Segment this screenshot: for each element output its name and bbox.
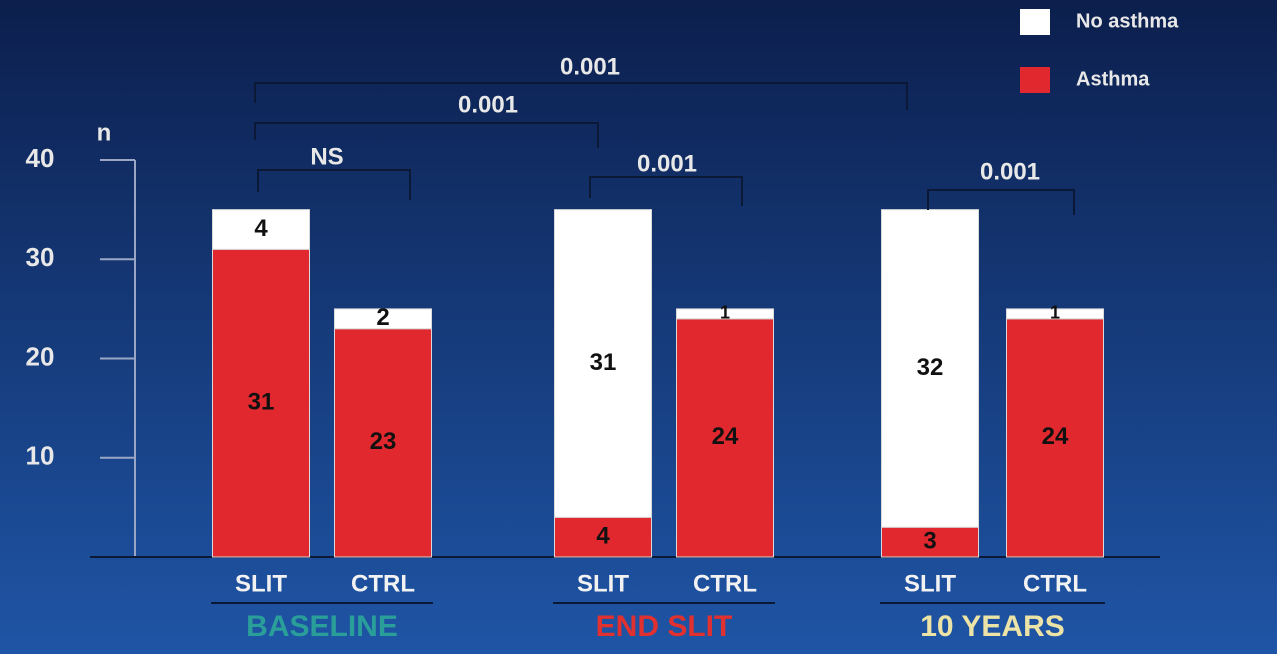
annotation: 0.001 [637,150,697,177]
value-label: 4 [596,522,610,549]
group-label: 10 YEARS [920,610,1065,643]
value-label: 2 [376,304,389,331]
x-tick-label: CTRL [351,570,415,597]
annotation: 0.001 [980,158,1040,185]
value-label: 1 [1050,303,1060,323]
bar-segment [1006,308,1104,320]
value-label: 31 [590,349,617,376]
bar-segment [1006,318,1104,558]
x-tick-label: SLIT [904,570,956,597]
bracket [254,122,599,148]
bar-segment [881,526,979,558]
value-label: 1 [720,303,730,323]
x-tick-label: SLIT [577,570,629,597]
bar-segment [676,318,774,558]
bracket [589,176,743,206]
bar-segment [334,328,432,558]
y-axis-label: n [97,119,112,146]
value-label: 23 [370,428,397,455]
bar-segment [676,308,774,320]
legend-label: No asthma [1076,10,1179,32]
legend-swatch [1020,9,1050,35]
legend-label: Asthma [1076,68,1150,90]
legend-swatch [1020,67,1050,93]
bar-segment [881,209,979,528]
bar-segment [212,209,310,250]
annotation: 0.001 [458,91,518,118]
bracket [927,189,1075,215]
annotation: 0.001 [560,53,620,80]
value-label: 24 [712,423,739,450]
bar-segment [554,209,652,518]
bracket [254,82,908,110]
group-label: END SLIT [596,610,733,643]
value-label: 32 [917,354,944,381]
annotation: NS [310,143,343,170]
value-label: 31 [248,389,275,416]
y-tick-label: 40 [26,143,55,173]
bar-segment [334,308,432,330]
y-tick-label: 10 [26,441,55,471]
y-tick-label: 30 [26,242,55,272]
bar-segment [212,248,310,558]
y-tick-label: 20 [26,341,55,371]
x-tick-label: CTRL [693,570,757,597]
value-label: 3 [923,527,936,554]
bracket [257,169,411,200]
x-tick-label: SLIT [235,570,287,597]
value-label: 24 [1042,423,1069,450]
group-label: BASELINE [246,610,398,643]
bar-segment [554,516,652,558]
value-label: 4 [254,215,268,242]
x-tick-label: CTRL [1023,570,1087,597]
